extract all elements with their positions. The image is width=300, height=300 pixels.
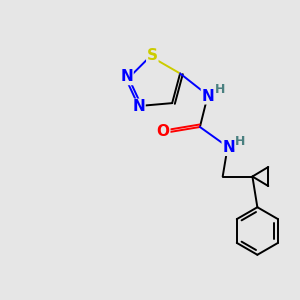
- Text: O: O: [157, 124, 170, 140]
- Text: N: N: [222, 140, 235, 155]
- Text: N: N: [202, 89, 214, 104]
- Text: N: N: [120, 70, 133, 85]
- Text: H: H: [235, 135, 246, 148]
- Text: H: H: [214, 83, 225, 96]
- Text: N: N: [132, 99, 145, 114]
- Text: S: S: [147, 48, 158, 63]
